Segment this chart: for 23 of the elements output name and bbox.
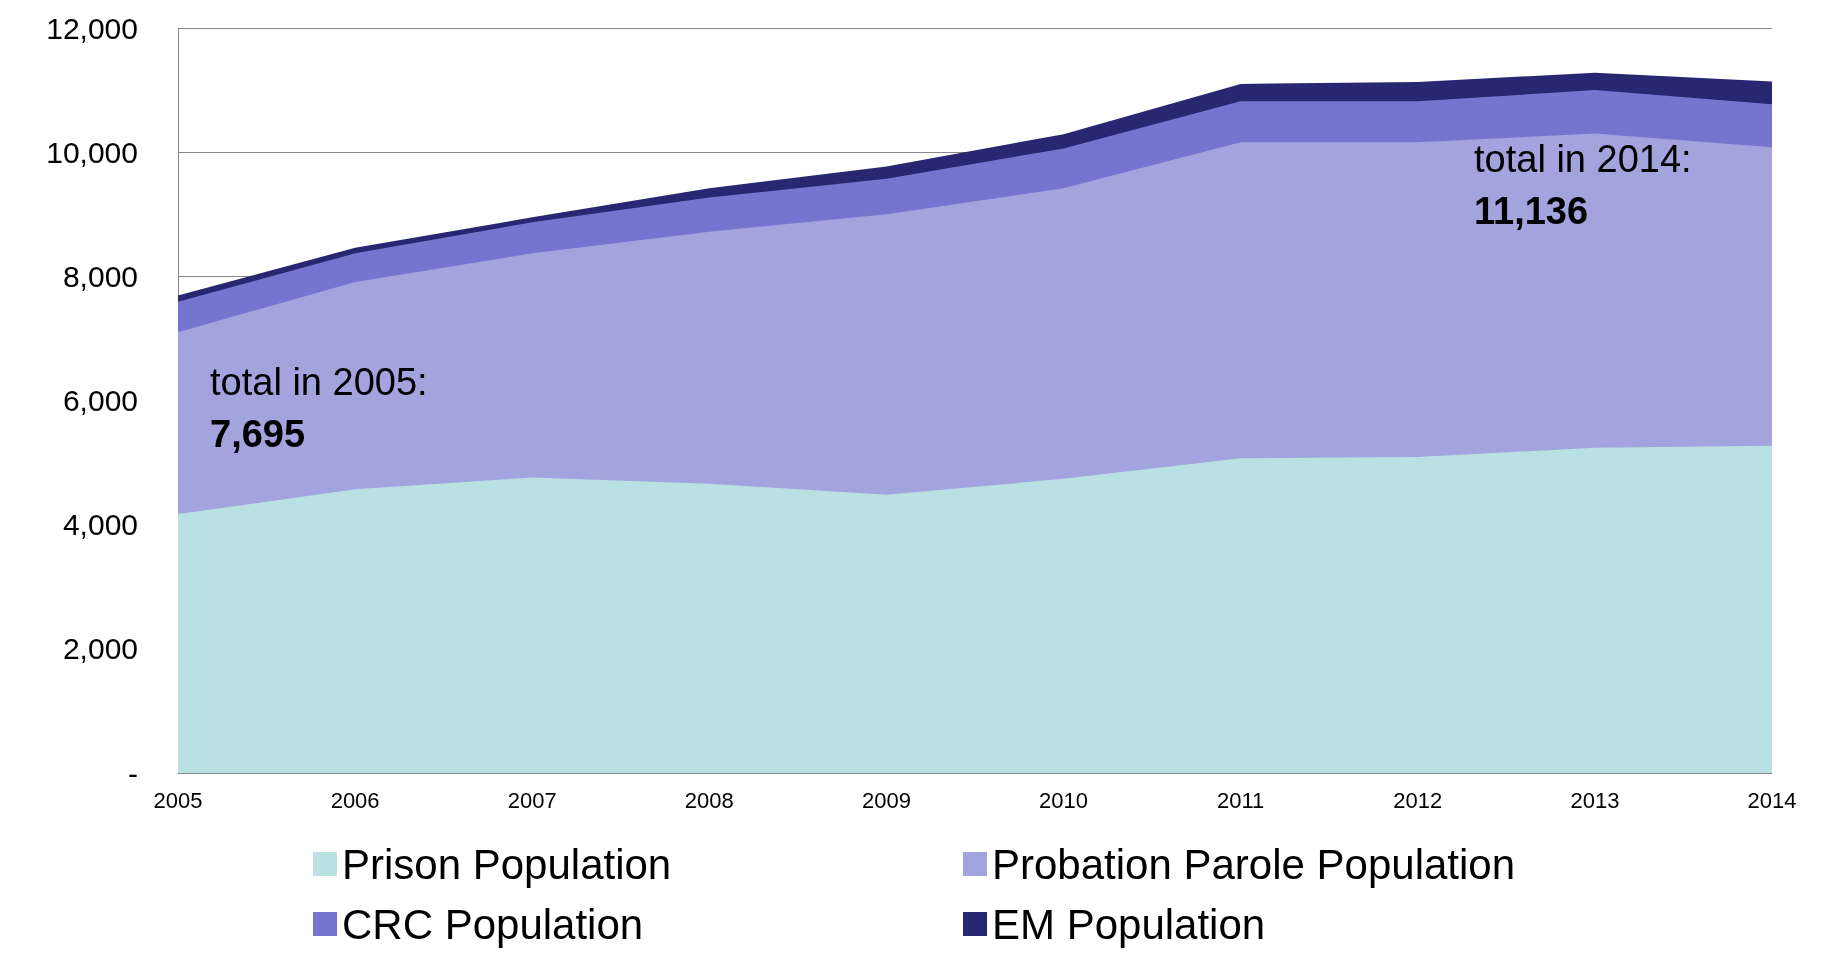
x-tick-label: 2013 [1570, 787, 1620, 813]
x-tick-label: 2005 [153, 787, 203, 813]
annotation: total in 2005: 7,695 [210, 361, 428, 456]
annotation: total in 2014: 11,136 [1474, 137, 1692, 232]
y-tick-label: - [128, 756, 138, 790]
y-tick-label: 12,000 [46, 11, 138, 45]
x-tick-label: 2008 [684, 787, 734, 813]
y-tick-label: 10,000 [46, 135, 138, 169]
x-tick-label: 2014 [1747, 787, 1797, 813]
legend-label: EM Population [992, 900, 1266, 948]
legend-label: CRC Population [342, 900, 644, 948]
x-tick-label: 2011 [1217, 787, 1265, 813]
x-tick-label: 2006 [330, 787, 380, 813]
y-tick-label: 4,000 [62, 508, 138, 542]
y-tick-label: 8,000 [62, 259, 138, 293]
x-tick-label: 2012 [1393, 787, 1443, 813]
legend-label: Probation Parole Population [992, 840, 1516, 888]
y-tick-label: 6,000 [62, 384, 138, 417]
x-tick-label: 2009 [861, 787, 911, 813]
x-tick-label: 2007 [507, 787, 557, 813]
legend-label: Prison Population [342, 840, 672, 888]
x-tick-label: 2010 [1039, 787, 1089, 813]
y-tick-label: 2,000 [62, 632, 138, 666]
